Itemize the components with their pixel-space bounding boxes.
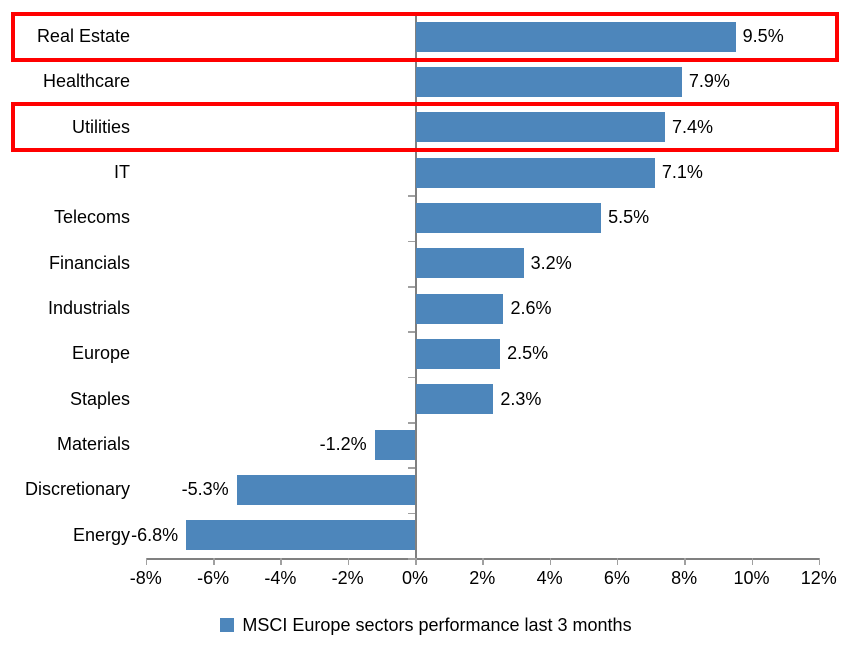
value-axis-tick-label: -4% <box>264 568 297 588</box>
value-axis-tick-label: 4% <box>536 568 563 588</box>
value-axis-tick-label: -8% <box>129 568 162 588</box>
category-label: Discretionary <box>24 479 130 500</box>
bar <box>416 384 494 415</box>
category-label: Financials <box>48 252 130 273</box>
value-label: 2.6% <box>510 298 552 318</box>
value-label: 5.5% <box>608 207 650 228</box>
category-axis-tick <box>408 376 415 379</box>
bar <box>416 67 682 97</box>
category-label: Europe <box>71 343 130 364</box>
category-label: IT <box>114 162 130 182</box>
category-label: Industrials <box>47 298 130 318</box>
value-axis-tick <box>684 558 686 565</box>
value-axis-tick-label: 12% <box>800 568 837 588</box>
bar <box>416 248 524 279</box>
bar <box>416 339 501 369</box>
value-axis-tick <box>213 558 215 565</box>
category-label: Real Estate <box>36 26 130 46</box>
value-label: 7.4% <box>672 116 714 137</box>
value-axis-tick-label: -6% <box>197 568 230 588</box>
value-label: 7.1% <box>661 162 703 182</box>
value-label: 2.5% <box>507 343 549 364</box>
value-axis-tick-label: -2% <box>331 568 364 588</box>
value-axis-tick-label: 0% <box>401 568 428 588</box>
value-axis-tick <box>549 558 552 565</box>
bar <box>186 520 415 551</box>
category-axis-tick <box>408 422 415 424</box>
category-label: Telecoms <box>53 207 130 228</box>
bar <box>374 429 415 460</box>
highlight-box <box>11 102 839 153</box>
bar <box>416 203 602 233</box>
value-axis-tick <box>280 558 282 565</box>
value-axis-tick <box>751 558 753 565</box>
value-axis-tick-label: 10% <box>733 568 770 588</box>
value-axis-tick <box>616 558 619 565</box>
category-label: Staples <box>69 388 130 409</box>
value-axis-tick <box>415 558 417 565</box>
value-label: 9.5% <box>742 26 784 46</box>
category-axis-tick <box>408 512 415 515</box>
category-label: Healthcare <box>42 71 130 92</box>
highlight-box <box>11 11 839 62</box>
category-axis-tick <box>408 558 415 560</box>
category-axis-tick <box>408 467 415 469</box>
value-axis-tick <box>818 558 821 565</box>
bar <box>416 21 736 52</box>
category-axis-tick <box>408 195 415 197</box>
value-axis-tick <box>347 558 350 565</box>
value-label: 2.3% <box>500 388 542 409</box>
bar <box>416 157 655 188</box>
category-label: Utilities <box>71 116 130 137</box>
legend-marker-square-icon <box>220 618 235 632</box>
value-axis-tick <box>145 558 148 565</box>
bar <box>416 112 665 143</box>
category-label: Energy <box>72 524 130 545</box>
value-axis-tick-label: 2% <box>469 568 496 588</box>
category-axis-tick <box>408 286 415 288</box>
category-label: Materials <box>56 434 130 454</box>
value-label: -6.8% <box>131 524 179 545</box>
category-axis-tick <box>408 240 415 243</box>
value-axis-tick <box>482 558 484 565</box>
bar <box>236 475 415 505</box>
value-axis-tick-label: 8% <box>671 568 698 588</box>
value-label: 3.2% <box>530 252 572 273</box>
legend: MSCI Europe sectors performance last 3 m… <box>0 611 852 639</box>
category-axis-line <box>415 14 417 558</box>
value-label: -1.2% <box>319 434 367 454</box>
legend-label: MSCI Europe sectors performance last 3 m… <box>242 614 632 635</box>
value-label: 7.9% <box>688 71 730 92</box>
category-axis-tick <box>408 331 415 333</box>
bar <box>416 293 504 324</box>
value-label: -5.3% <box>181 479 229 500</box>
value-axis-tick-label: 6% <box>603 568 630 588</box>
